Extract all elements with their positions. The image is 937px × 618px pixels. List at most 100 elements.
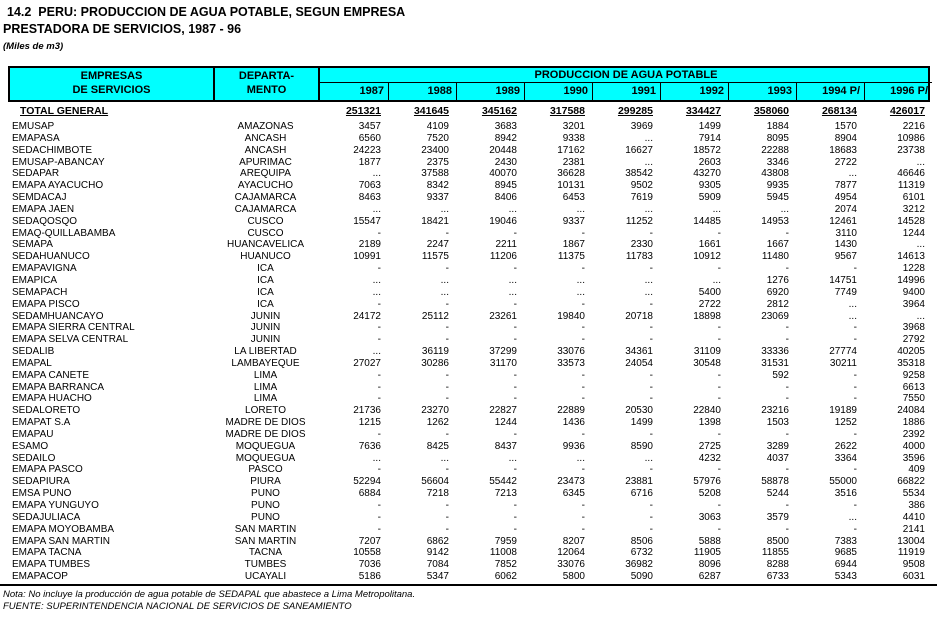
value-cell: ... [712, 274, 721, 286]
value-cell: 11480 [761, 251, 789, 263]
value-cell: 58878 [761, 476, 789, 488]
value-cell: 2074 [834, 203, 857, 215]
value-cell: 2381 [562, 156, 585, 168]
value-cell: - [717, 428, 721, 440]
value-cell: - [513, 393, 517, 405]
value-cell: 4000 [902, 440, 925, 452]
empresa-cell: EMAPICA [12, 274, 58, 286]
empresa-cell: EMAPA SIERRA CENTRAL [12, 322, 135, 334]
value-cell: 2622 [834, 440, 857, 452]
departamento-cell: SAN MARTIN [234, 523, 297, 535]
value-cell: 1215 [358, 417, 381, 429]
departamento-cell: PASCO [248, 464, 283, 476]
total-general-label: TOTAL GENERAL [20, 105, 109, 117]
value-cell: 5090 [630, 571, 653, 583]
empresa-cell: EMAPAT S.A [12, 417, 71, 429]
value-cell: 38542 [625, 168, 653, 180]
value-cell: 3346 [766, 156, 789, 168]
value-cell: ... [848, 310, 857, 322]
value-cell: - [581, 369, 585, 381]
value-cell: 25112 [421, 310, 449, 322]
value-cell: 5343 [834, 571, 857, 583]
value-cell: - [445, 500, 449, 511]
value-cell: 33336 [761, 346, 789, 358]
value-cell: - [445, 464, 449, 476]
value-cell: 1430 [834, 239, 857, 251]
departamento-cell: PUNO [251, 488, 280, 500]
value-cell: ... [576, 286, 585, 298]
year-column-header: 1993 [728, 83, 796, 100]
table-row: EMAPA SELVA CENTRAL JUNIN - - - - - - - - 2792 [8, 334, 930, 346]
value-cell: 2812 [766, 298, 789, 310]
departamento-cell: APURIMAC [239, 156, 292, 168]
value-cell: 2725 [698, 440, 721, 452]
value-cell: 7636 [358, 440, 381, 452]
value-cell: - [513, 263, 517, 275]
table-row: EMAPA YUNGUYO PUNO - - - - - - - - 386 [8, 500, 930, 512]
value-cell: 6101 [902, 192, 925, 204]
value-cell: 8500 [766, 535, 789, 547]
table-row: SEDAILO MOQUEGUA............... 4232 4037 33… [8, 453, 930, 465]
empresa-cell: EMAPA MOYOBAMBA [12, 523, 115, 535]
value-cell: - [445, 381, 449, 393]
value-cell: ... [916, 156, 925, 168]
value-cell: 2603 [698, 156, 721, 168]
value-cell: 37588 [421, 168, 449, 180]
value-cell: 23738 [897, 144, 925, 156]
value-cell: 11783 [625, 251, 653, 263]
value-cell: 6031 [902, 571, 925, 583]
bottom-divider [0, 584, 937, 586]
year-column-header: 1992 [660, 83, 728, 100]
value-cell: 11375 [557, 251, 585, 263]
value-cell: 10558 [353, 547, 381, 559]
value-cell: ... [644, 156, 653, 168]
table-row: EMAQ-QUILLABAMBA CUSCO - - - - - - - 3110 1244 [8, 228, 930, 240]
value-cell: 386 [908, 500, 925, 511]
value-cell: 6716 [630, 488, 653, 500]
value-cell: - [717, 263, 721, 275]
value-cell: - [853, 369, 857, 381]
total-value-cell: 268134 [821, 105, 857, 117]
empresa-cell: EMUSAP [12, 121, 55, 132]
value-cell: 2211 [495, 239, 517, 251]
value-cell: 6345 [562, 488, 585, 500]
value-cell: - [649, 369, 653, 381]
value-cell: ... [372, 286, 381, 298]
value-cell: ... [848, 168, 857, 180]
value-cell: 40205 [897, 346, 925, 358]
value-cell: 23069 [761, 310, 789, 322]
value-cell: 5909 [698, 192, 721, 204]
value-cell: - [377, 381, 381, 393]
total-value-cell: 341645 [413, 105, 449, 117]
value-cell: 14996 [897, 274, 925, 286]
value-cell: 6613 [902, 381, 925, 393]
value-cell: 31531 [761, 357, 789, 369]
value-cell: 43270 [693, 168, 721, 180]
value-cell: - [717, 393, 721, 405]
departamento-cell: MOQUEGUA [235, 440, 296, 452]
empresa-cell: EMAPA TUMBES [12, 559, 90, 571]
value-cell: ... [508, 286, 517, 298]
value-cell: ... [644, 286, 653, 298]
value-cell: - [377, 464, 381, 476]
empresa-cell: SEDAJULIACA [12, 511, 81, 523]
value-cell: 11919 [897, 547, 925, 559]
value-cell: 10131 [557, 180, 585, 192]
value-cell: 5208 [698, 488, 721, 500]
empresa-cell: SEDALIB [12, 346, 55, 358]
value-cell: - [853, 500, 857, 511]
value-cell: 11252 [625, 215, 653, 227]
value-cell: 3968 [902, 322, 925, 334]
value-cell: - [445, 263, 449, 275]
value-cell: 8942 [494, 132, 517, 144]
value-cell: 3063 [698, 511, 721, 523]
value-cell: - [581, 334, 585, 346]
table-row: EMUSAP AMAZONAS 3457 4109 3683 3201 3969 1499 18… [8, 121, 930, 133]
value-cell: 3110 [835, 227, 857, 239]
header-empresas-line2: DE SERVICIOS [72, 84, 151, 96]
value-cell: 11206 [489, 251, 517, 263]
value-cell: 4109 [426, 121, 449, 132]
table-row: EMAPA PASCO PASCO - - - - - - - - 409 [8, 464, 930, 476]
value-cell: 6733 [766, 571, 789, 583]
value-cell: 9400 [902, 286, 925, 298]
